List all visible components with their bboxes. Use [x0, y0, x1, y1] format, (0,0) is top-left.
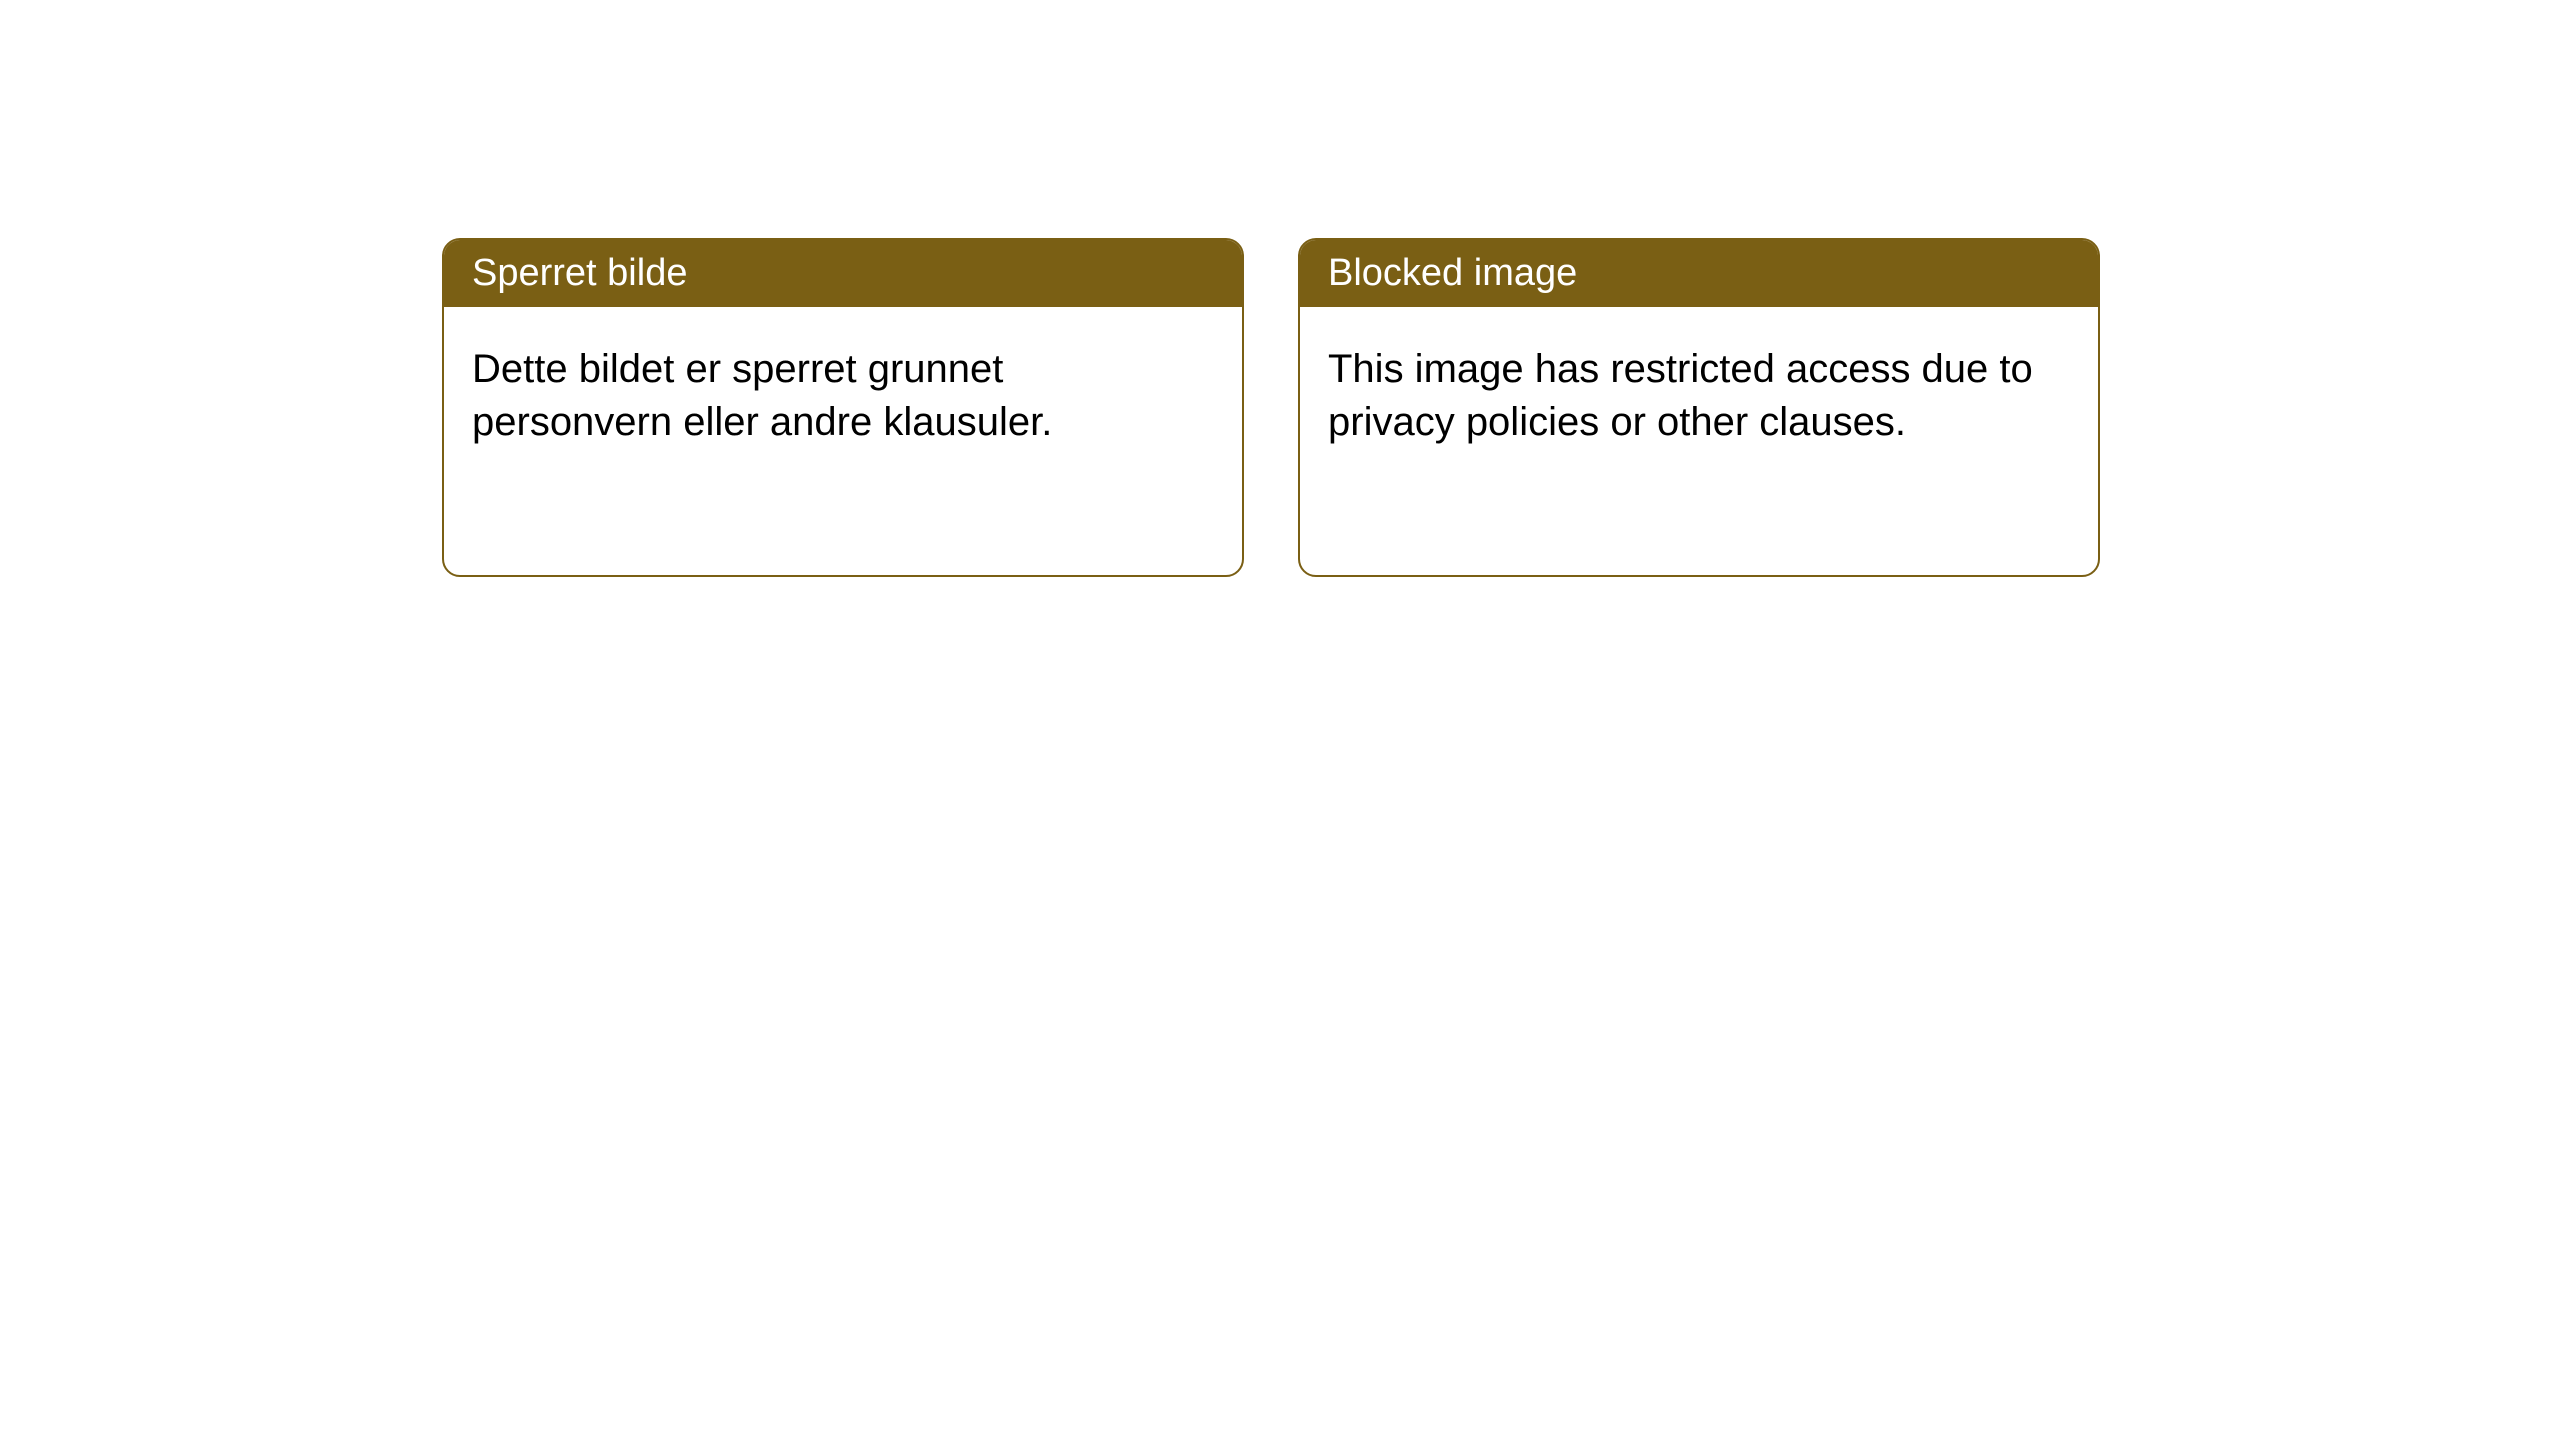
notice-container: Sperret bilde Dette bildet er sperret gr… [442, 238, 2100, 577]
notice-body: This image has restricted access due to … [1300, 307, 2098, 575]
notice-body: Dette bildet er sperret grunnet personve… [444, 307, 1242, 575]
notice-title: Blocked image [1300, 240, 2098, 307]
notice-card-norwegian: Sperret bilde Dette bildet er sperret gr… [442, 238, 1244, 577]
notice-card-english: Blocked image This image has restricted … [1298, 238, 2100, 577]
notice-title: Sperret bilde [444, 240, 1242, 307]
